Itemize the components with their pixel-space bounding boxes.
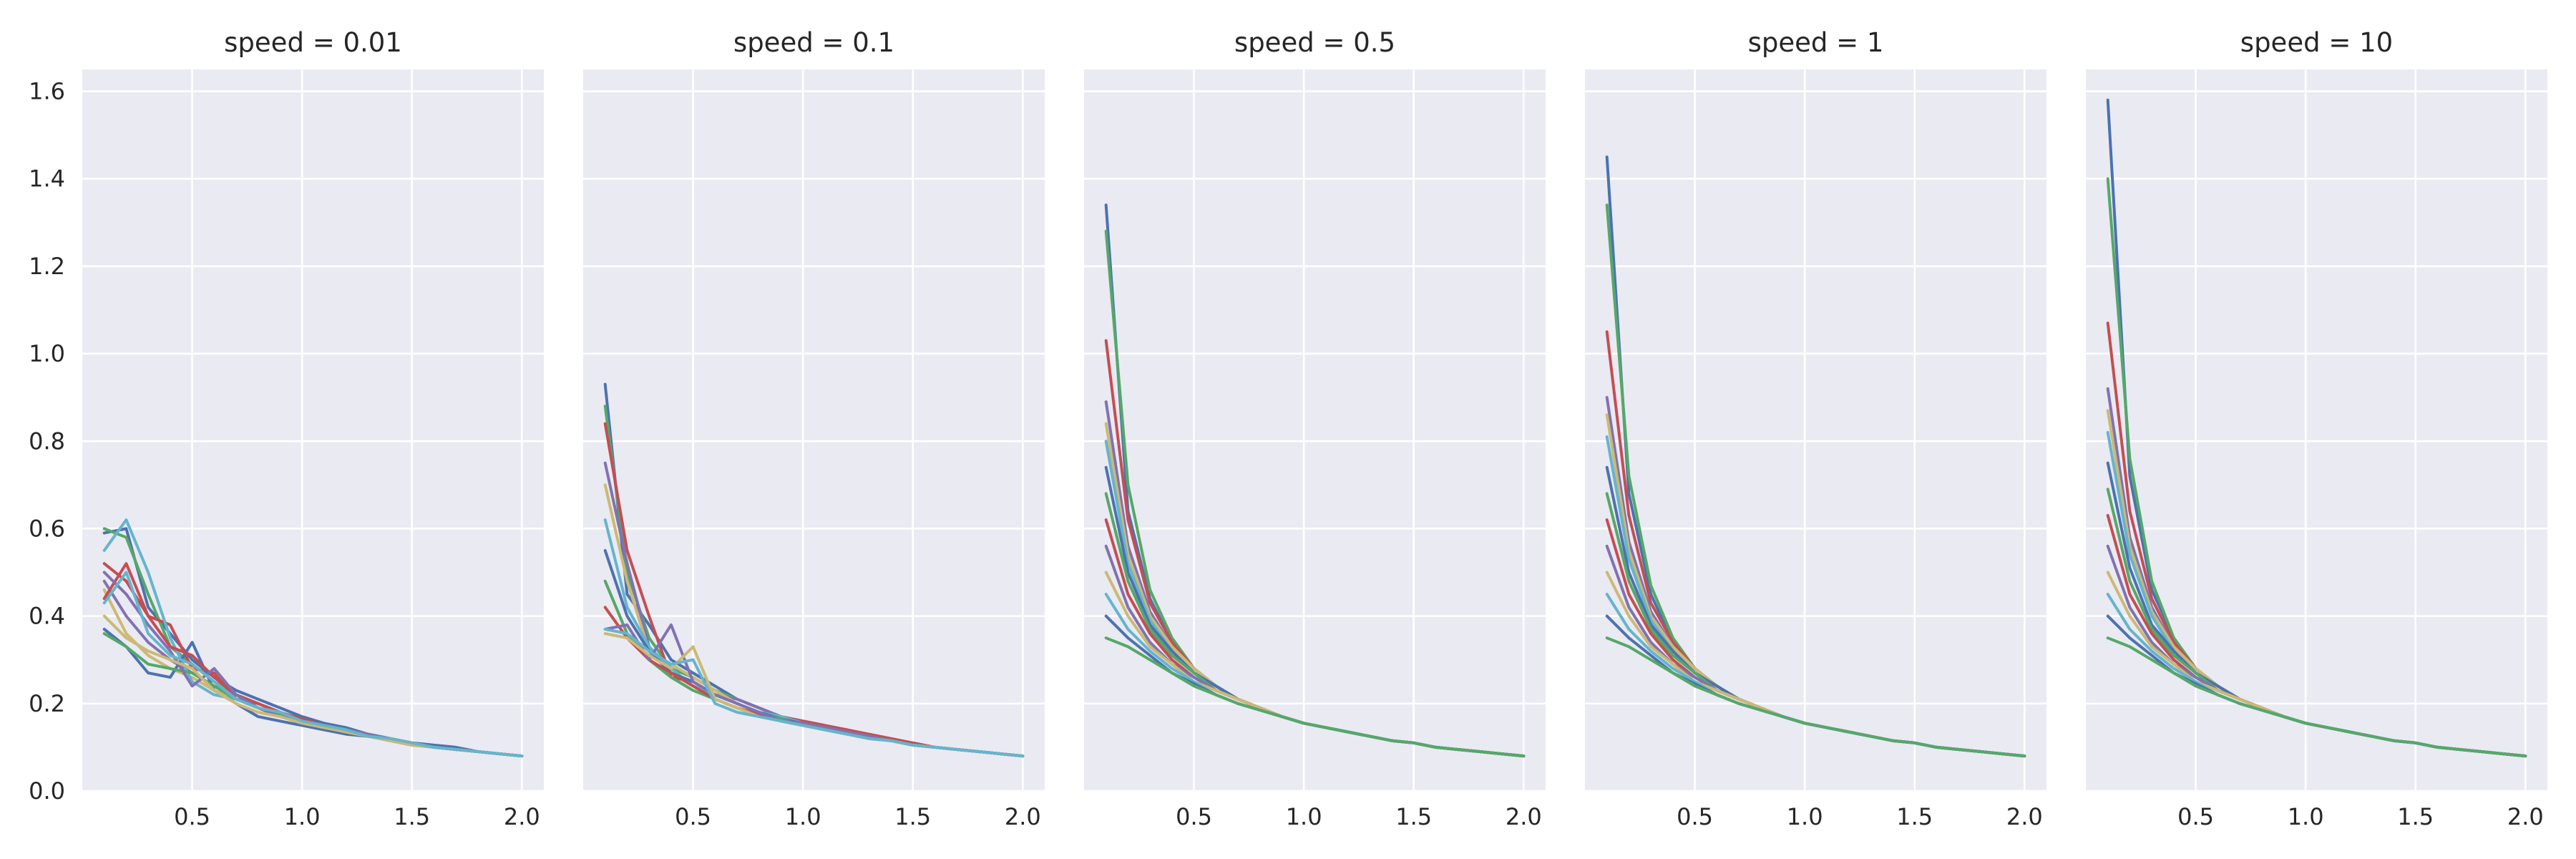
y-tick-label: 1.0: [29, 340, 65, 367]
facet-panel-2: speed = 0.1 0.5 1.0 1.5 2.0: [583, 27, 1045, 830]
plot-background: [1585, 69, 2046, 791]
y-tick-label: 1.2: [29, 253, 65, 280]
x-tick-label: 1.0: [284, 803, 321, 830]
x-tick-label: 0.5: [2177, 803, 2214, 830]
panel-title: speed = 1: [1748, 27, 1884, 58]
series-line: [102, 571, 524, 758]
plot-background: [1084, 69, 1546, 791]
x-tick-label: 1.0: [785, 803, 821, 830]
y-tick-label: 0.2: [29, 690, 65, 717]
x-tick-label: 0.5: [1677, 803, 1713, 830]
x-tick-label: 1.5: [394, 803, 430, 830]
plot-background: [82, 69, 544, 791]
x-tick-label: 1.5: [1896, 803, 1933, 830]
x-tick-label: 0.5: [675, 803, 711, 830]
series-line: [603, 628, 1025, 758]
x-tick-label: 1.5: [1395, 803, 1432, 830]
x-tick-label: 1.5: [2397, 803, 2434, 830]
panel-title: speed = 0.5: [1234, 27, 1395, 58]
facet-panel-3: speed = 0.5 0.5 1.0 1.5 2.0: [1084, 27, 1546, 830]
y-tick-label: 0.4: [29, 603, 65, 630]
panel-title: speed = 0.1: [733, 27, 894, 58]
series-line: [1605, 636, 2026, 758]
x-tick-label: 1.0: [1787, 803, 1823, 830]
x-tick-label: 2.0: [1506, 803, 1542, 830]
y-tick-label: 0.6: [29, 515, 65, 542]
facet-panel-5: speed = 10 0.5 1.0 1.5 2.0: [2086, 27, 2547, 830]
panel-title: speed = 0.01: [224, 27, 402, 58]
y-tick-label: 0.0: [29, 777, 65, 805]
y-tick-label: 1.4: [29, 165, 65, 193]
x-tick-label: 2.0: [2006, 803, 2043, 830]
x-tick-label: 0.5: [1176, 803, 1212, 830]
series-line: [1104, 636, 1526, 758]
x-tick-label: 1.5: [894, 803, 931, 830]
y-tick-label: 0.8: [29, 427, 65, 455]
x-tick-label: 0.5: [174, 803, 210, 830]
plot-background: [583, 69, 1045, 791]
facet-panel-1: speed = 0.01 0.5 1.0 1.5 2.0 0.0 0.2 0.4 0.6 0.8 1…: [29, 27, 544, 830]
panel-title: speed = 10: [2240, 27, 2393, 58]
x-tick-label: 2.0: [504, 803, 540, 830]
series-line: [102, 527, 524, 758]
series-line: [2106, 636, 2527, 758]
x-tick-label: 1.0: [2288, 803, 2324, 830]
x-tick-label: 2.0: [2507, 803, 2544, 830]
x-tick-label: 1.0: [1286, 803, 1322, 830]
x-tick-label: 2.0: [1005, 803, 1041, 830]
facet-panel-4: speed = 1 0.5 1.0 1.5 2.0: [1585, 27, 2046, 830]
y-tick-label: 1.6: [29, 78, 65, 105]
plot-background: [2086, 69, 2547, 791]
